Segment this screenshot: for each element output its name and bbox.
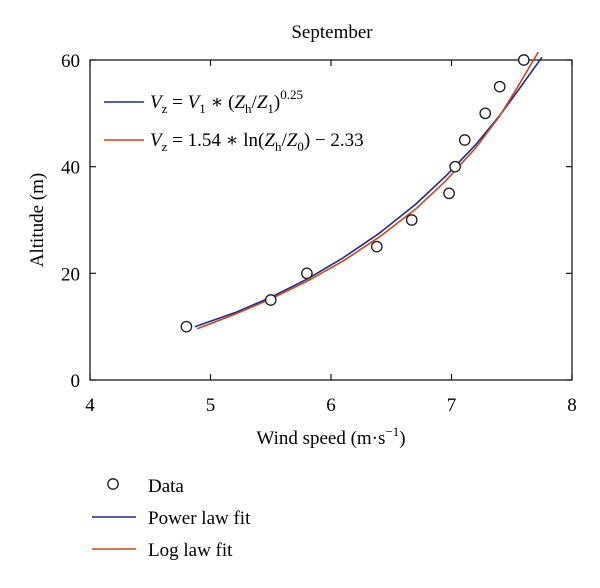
data-markers xyxy=(180,54,530,333)
data-point xyxy=(458,134,471,146)
y-tick-label: 0 xyxy=(71,371,81,392)
data-point xyxy=(405,214,418,226)
legend-log-label: Log law fit xyxy=(148,540,233,561)
equation-legend: Vz = V1 ∗ (Zh/Z1)0.25 Vz = 1.54 ∗ ln(Zh/… xyxy=(104,87,364,154)
data-point xyxy=(443,187,455,200)
legend-power-label: Power law fit xyxy=(148,508,251,529)
equation-log: Vz = 1.54 ∗ ln(Zh/Z0) − 2.33 xyxy=(150,130,364,154)
data-point xyxy=(301,267,313,280)
power-law-fit-line xyxy=(194,56,543,328)
x-tick-label: 7 xyxy=(447,395,457,416)
x-tick-label: 5 xyxy=(206,395,216,416)
x-tick-label: 4 xyxy=(85,395,95,416)
data-point xyxy=(493,80,506,93)
y-axis-label: Altitude (m) xyxy=(27,173,48,267)
data-point xyxy=(180,320,193,333)
data-point xyxy=(479,107,492,120)
chart-title: September xyxy=(291,22,373,43)
bottom-legend: Data Power law fit Log law fit xyxy=(92,476,251,561)
fit-lines xyxy=(194,51,543,330)
x-tick-labels: 4 5 6 7 8 xyxy=(85,395,577,416)
y-tick-label: 20 xyxy=(61,264,80,285)
data-point xyxy=(264,294,277,306)
y-tick-label: 40 xyxy=(61,158,80,179)
axis-ticks xyxy=(89,59,573,381)
data-point xyxy=(517,54,530,66)
y-tick-label: 60 xyxy=(61,51,80,72)
legend-data-label: Data xyxy=(148,476,184,497)
data-point xyxy=(449,160,461,173)
y-tick-labels: 0 20 40 60 xyxy=(61,51,80,392)
x-tick-label: 8 xyxy=(567,395,577,416)
equation-power: Vz = V1 ∗ (Zh/Z1)0.25 xyxy=(150,87,303,116)
x-tick-label: 6 xyxy=(326,395,336,416)
data-point xyxy=(370,240,383,253)
log-law-fit-line xyxy=(196,51,539,330)
x-axis-label: Wind speed (m·s−1) xyxy=(256,424,405,449)
legend-data-marker xyxy=(107,478,119,490)
